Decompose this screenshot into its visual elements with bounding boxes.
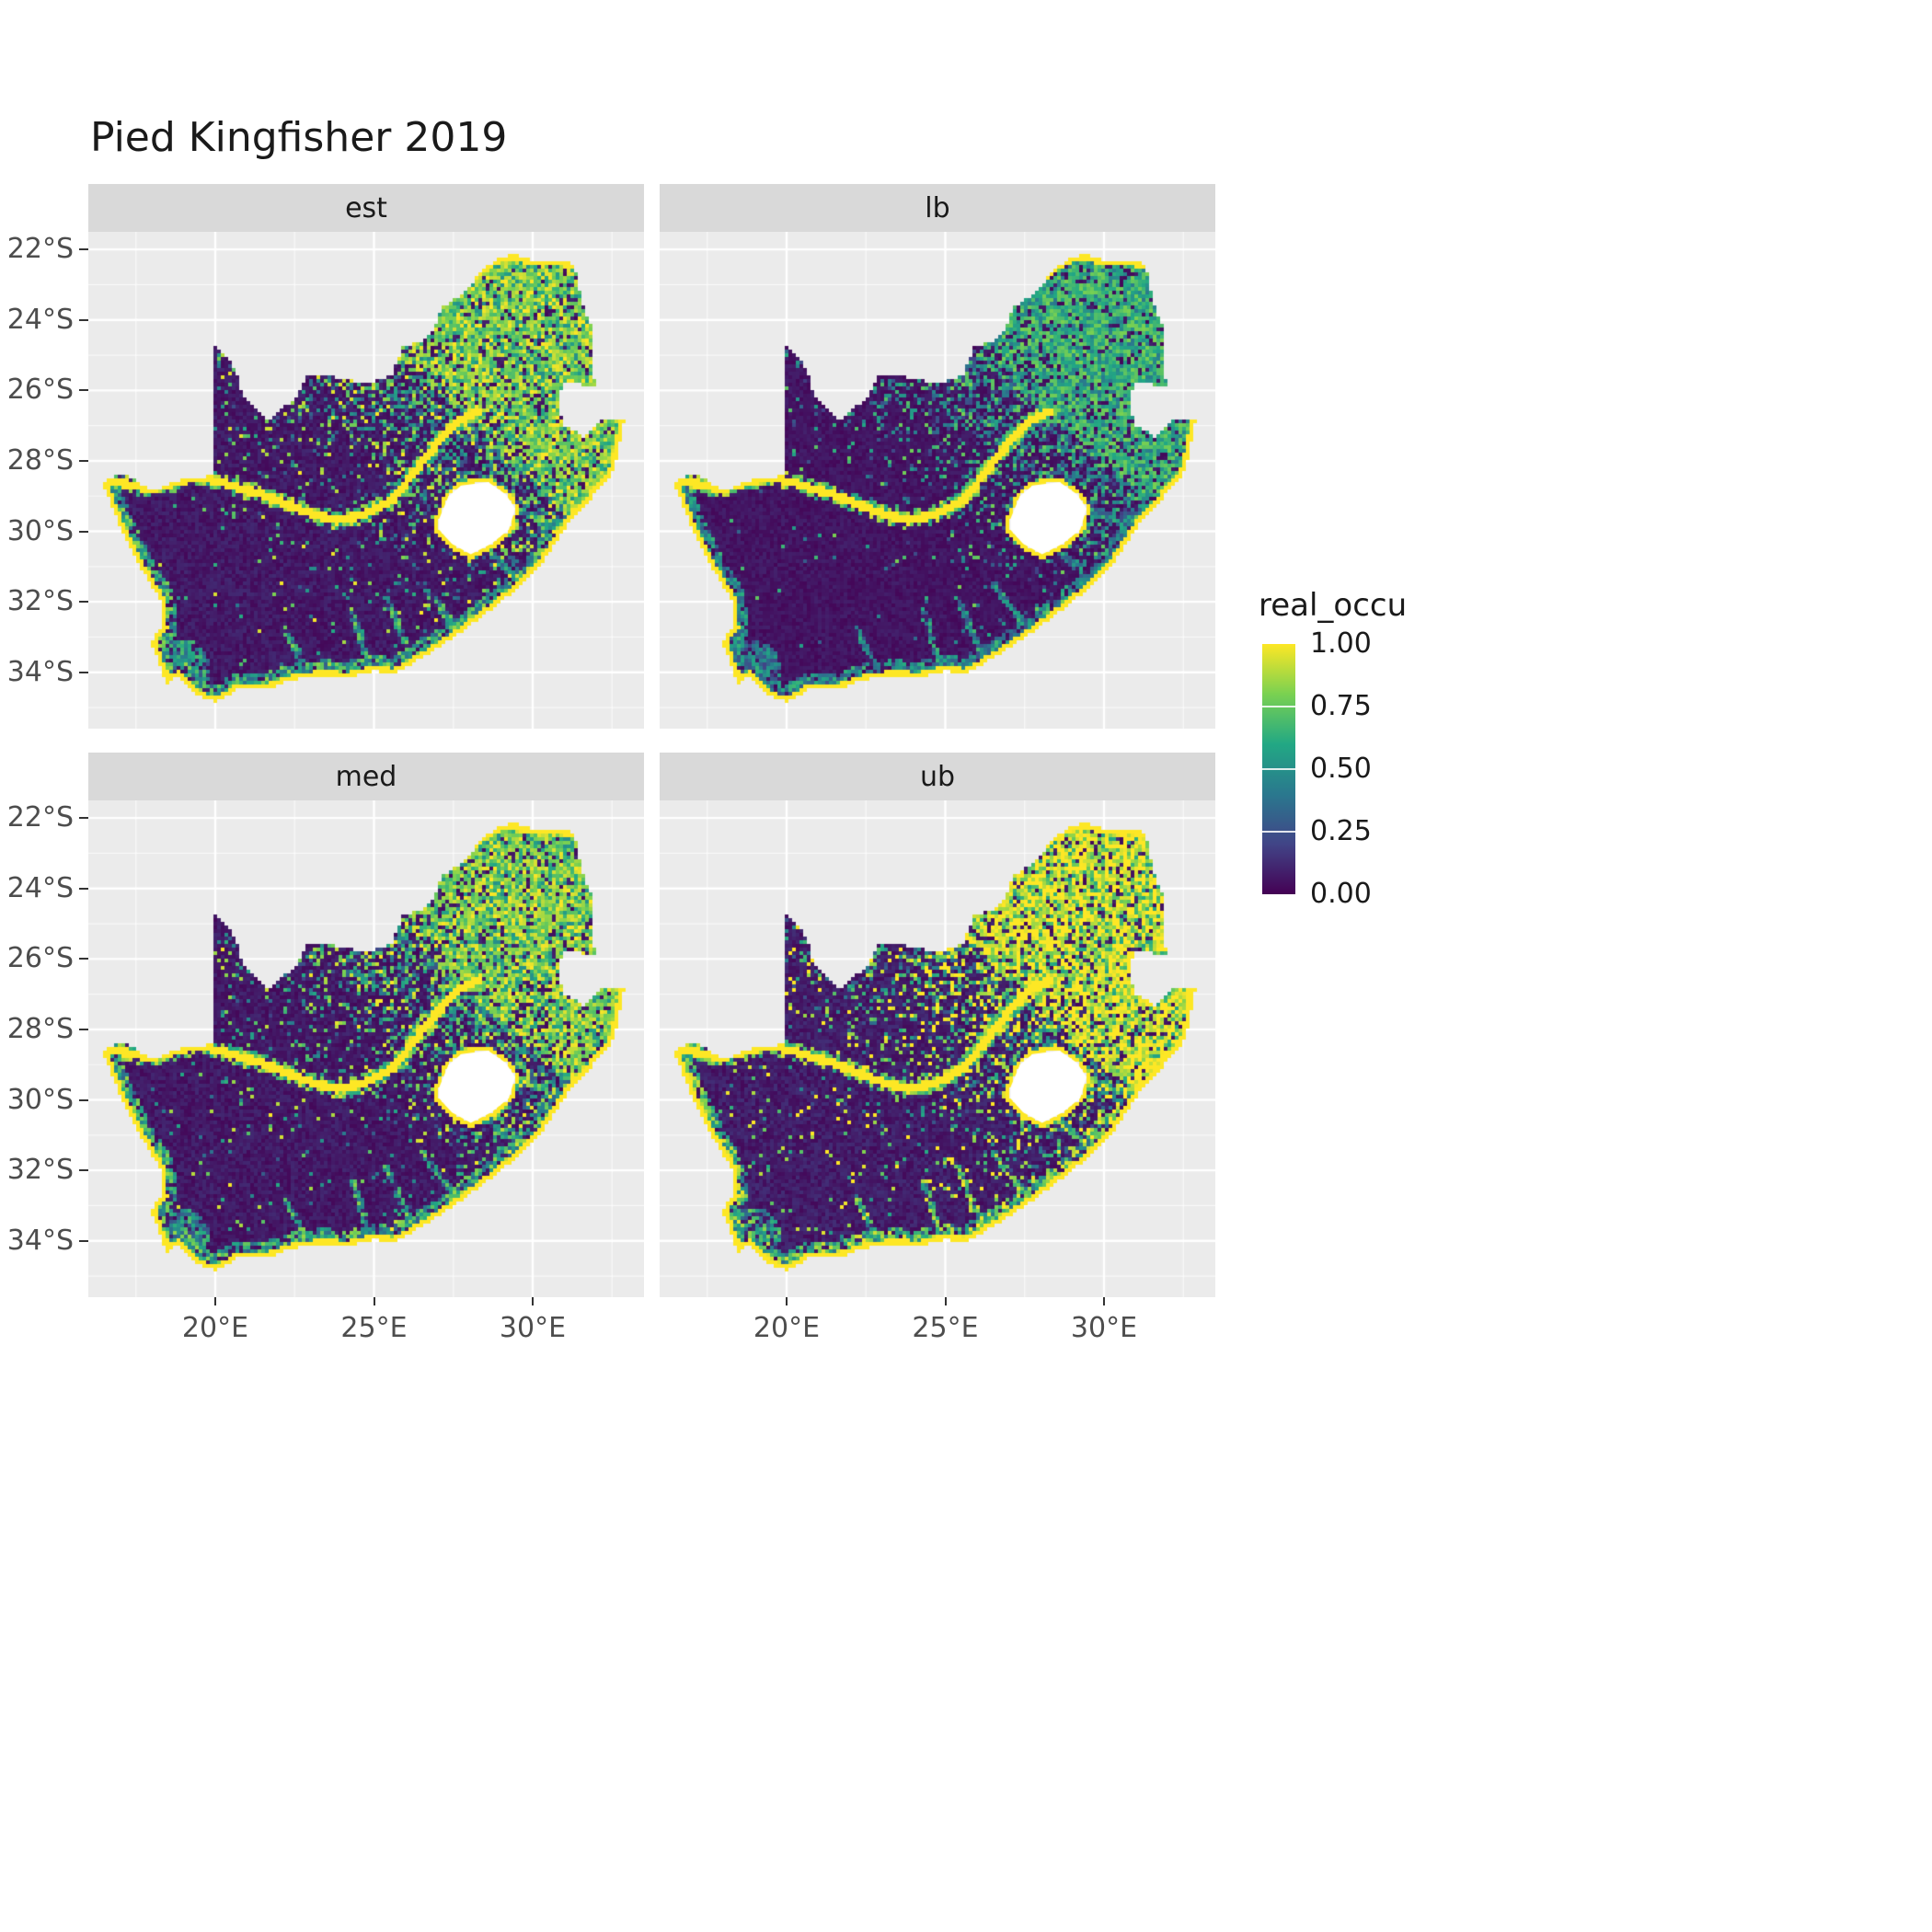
x-axis-tick <box>214 1297 216 1305</box>
y-tick-label: 22°S <box>6 233 74 266</box>
y-tick-label: 28°S <box>6 443 74 477</box>
facet-strip-label: lb <box>925 191 950 224</box>
y-axis-tick <box>79 1169 88 1172</box>
legend-title: real_occu <box>1259 587 1408 624</box>
facet-est: est <box>88 184 644 729</box>
map-panel-med <box>88 800 644 1297</box>
x-tick-label: 30°E <box>499 1312 567 1344</box>
facet-strip: ub <box>660 753 1215 800</box>
y-axis-tick <box>79 1239 88 1242</box>
y-axis-tick <box>79 1028 88 1030</box>
y-tick-label: 26°S <box>6 942 74 975</box>
map-panel-lb <box>660 232 1215 729</box>
y-tick-label: 32°S <box>6 1154 74 1187</box>
x-tick-label: 30°E <box>1070 1312 1138 1344</box>
x-axis-tick <box>532 1297 534 1305</box>
x-axis-tick <box>944 1297 947 1305</box>
y-axis-tick <box>79 958 88 960</box>
y-axis-tick <box>79 601 88 604</box>
y-axis-tick <box>79 1098 88 1101</box>
legend-label: 1.00 <box>1310 627 1372 660</box>
y-tick-label: 24°S <box>6 871 74 904</box>
legend-label: 0.50 <box>1310 753 1372 785</box>
legend-label: 0.75 <box>1310 690 1372 722</box>
y-axis-tick <box>79 389 88 392</box>
y-axis-tick <box>79 887 88 890</box>
map-panel-est <box>88 232 644 729</box>
facet-strip-label: est <box>345 191 387 224</box>
legend-colorbar-tick <box>1262 768 1295 770</box>
x-axis-tick <box>1103 1297 1105 1305</box>
x-axis-tick <box>373 1297 375 1305</box>
legend-colorbar-tick <box>1262 706 1295 707</box>
y-tick-label: 32°S <box>6 585 74 618</box>
facet-strip-label: ub <box>919 760 956 793</box>
y-axis-tick <box>79 459 88 462</box>
facet-strip: med <box>88 753 644 800</box>
y-axis-tick <box>79 530 88 533</box>
y-tick-label: 28°S <box>6 1012 74 1045</box>
x-tick-label: 20°E <box>753 1312 821 1344</box>
y-axis-tick <box>79 248 88 251</box>
map-panel-ub <box>660 800 1215 1297</box>
y-tick-label: 26°S <box>6 374 74 407</box>
legend-colorbar-tick <box>1262 831 1295 833</box>
x-tick-label: 25°E <box>340 1312 408 1344</box>
legend-label: 0.00 <box>1310 878 1372 910</box>
plot-title: Pied Kingfisher 2019 <box>90 114 508 161</box>
x-axis-tick <box>786 1297 788 1305</box>
x-tick-label: 25°E <box>912 1312 979 1344</box>
y-axis-tick <box>79 318 88 321</box>
y-tick-label: 24°S <box>6 303 74 336</box>
facet-ub: ub <box>660 753 1215 1297</box>
y-tick-label: 34°S <box>6 655 74 688</box>
y-tick-label: 22°S <box>6 801 74 834</box>
facet-lb: lb <box>660 184 1215 729</box>
facet-strip: est <box>88 184 644 232</box>
y-tick-label: 34°S <box>6 1224 74 1257</box>
x-tick-label: 20°E <box>181 1312 249 1344</box>
y-tick-label: 30°S <box>6 1083 74 1116</box>
y-axis-tick <box>79 817 88 820</box>
y-axis-tick <box>79 671 88 673</box>
legend-label: 0.25 <box>1310 815 1372 847</box>
facet-strip: lb <box>660 184 1215 232</box>
facet-strip-label: med <box>335 760 397 793</box>
facet-med: med <box>88 753 644 1297</box>
y-tick-label: 30°S <box>6 514 74 547</box>
